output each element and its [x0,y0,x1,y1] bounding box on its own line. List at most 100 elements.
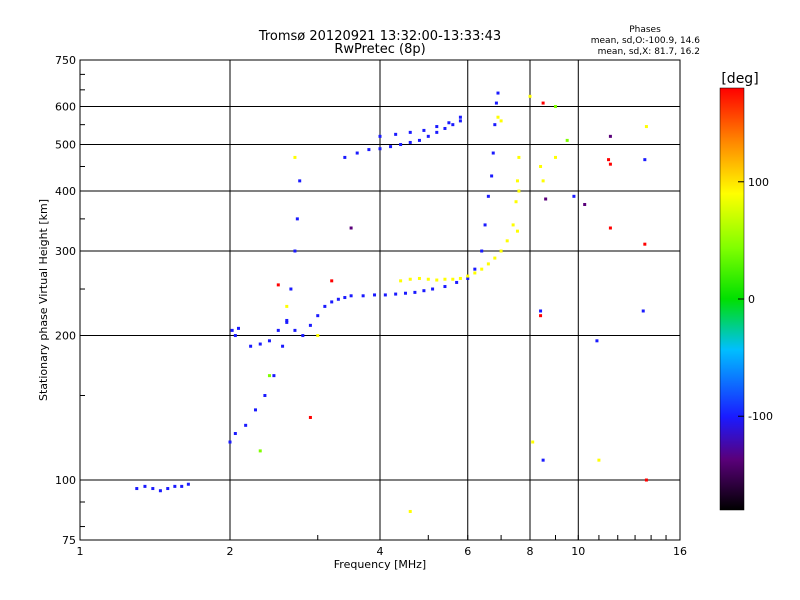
data-point [451,123,455,127]
data-point [233,432,237,436]
data-point [541,101,545,105]
data-point [473,271,477,275]
data-point [493,123,497,127]
data-point [281,344,285,348]
y-axis-label: Stationary phase Virtual Height [km] [37,199,50,401]
data-point [597,458,601,462]
data-point [517,155,521,159]
data-point [515,229,519,233]
data-point [435,125,439,129]
colorbar-tick-label: 100 [748,176,769,189]
x-tick-label: 8 [527,545,534,558]
data-point [486,194,490,198]
data-point [378,147,382,151]
colorbar-ticks: 100 0 -100 [738,176,773,423]
x-tick-label: 1 [77,545,84,558]
data-point [267,374,271,378]
data-point [316,334,320,338]
data-point [458,119,462,123]
data-point [493,256,497,260]
data-point [422,289,426,293]
data-point [528,94,532,98]
data-point [595,339,599,343]
data-point [499,249,503,253]
x-tick-label: 6 [464,545,471,558]
data-point [531,440,535,444]
data-point [443,277,447,281]
data-point [373,293,377,297]
data-point [408,277,412,281]
data-point [431,287,435,291]
data-point [490,174,494,178]
data-point [166,487,170,491]
data-points [135,91,648,513]
data-point [496,115,500,119]
data-point [186,482,190,486]
data-point [544,197,548,201]
data-point [258,342,262,346]
data-point [403,291,407,295]
data-point [443,285,447,289]
data-point [514,200,518,204]
data-point [289,287,293,291]
data-point [553,105,557,109]
data-point [451,277,455,281]
data-point [408,509,412,513]
colorbar-label: [deg] [721,71,758,87]
data-point [293,249,297,253]
data-point [417,138,421,142]
data-point [608,162,612,166]
data-point [276,328,280,332]
data-point [541,458,545,462]
y-tick-label: 300 [55,245,76,258]
data-point [473,267,477,271]
data-point [443,126,447,130]
y-tick-label: 600 [55,101,76,114]
data-point [644,478,648,482]
data-point [511,223,515,227]
y-tick-label: 75 [62,534,76,547]
data-point [301,334,305,338]
x-axis-ticks: 1 2 4 6 8 10 16 [77,535,687,558]
data-point [272,374,276,378]
x-tick-label: 4 [377,545,384,558]
data-point [173,484,177,488]
data-point [426,277,430,281]
grid-lines [80,60,680,540]
data-point [355,151,359,155]
data-point [285,320,289,324]
data-point [572,194,576,198]
data-point [285,304,289,308]
data-point [515,179,519,183]
y-tick-label: 400 [55,185,76,198]
data-point [447,121,451,125]
data-point [466,276,470,280]
data-point [308,415,312,419]
data-point [539,309,543,313]
data-point [361,294,365,298]
data-point [480,267,484,271]
data-point [244,423,248,427]
data-point [230,328,234,332]
data-point [413,290,417,294]
data-point [486,262,490,266]
data-point [644,125,648,129]
data-point [466,274,470,278]
data-point [389,145,393,149]
y-tick-label: 500 [55,139,76,152]
data-point [285,318,289,322]
data-point [608,226,612,230]
x-tick-label: 10 [571,545,585,558]
data-point [408,130,412,134]
data-point [343,155,347,159]
data-point [293,155,297,159]
data-point [435,130,439,134]
data-point [494,101,498,105]
data-point [408,140,412,144]
data-point [399,279,403,283]
data-point [233,334,237,338]
data-point [496,91,500,95]
data-point [608,134,612,138]
stats-heading: Phases [629,25,661,35]
